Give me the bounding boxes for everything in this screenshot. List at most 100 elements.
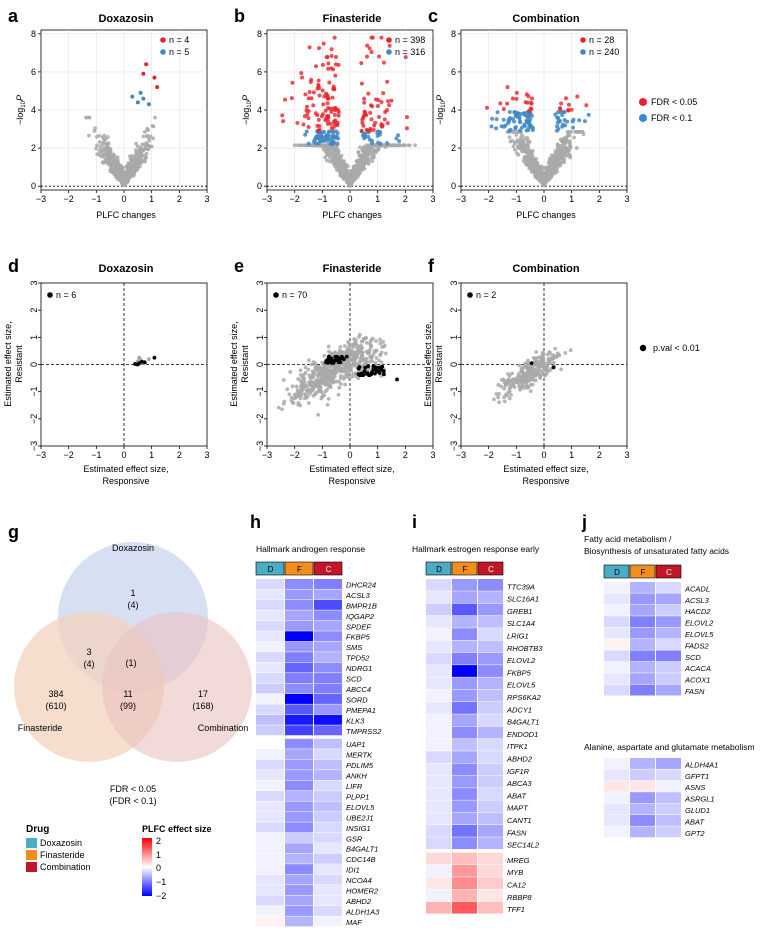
data-point-grey (115, 167, 120, 172)
data-point-grey (531, 355, 536, 360)
data-point-grey (510, 138, 515, 143)
legend-count: n = 28 (589, 35, 614, 45)
heatmap-cell (426, 652, 451, 665)
data-point-grey (534, 369, 539, 374)
heatmap-cell (256, 631, 284, 642)
data-point-grey (126, 173, 131, 178)
data-point-grey (101, 140, 106, 145)
data-point-red (327, 80, 332, 85)
data-point-red (305, 104, 310, 109)
gene-label: RBBP8 (507, 893, 532, 902)
data-point-blue (518, 119, 523, 124)
data-point-red (326, 96, 331, 101)
data-point-grey (141, 134, 146, 139)
y-tick-label: −2 (449, 414, 459, 424)
data-point-grey (137, 355, 142, 360)
legend-dot-blue (160, 49, 166, 55)
data-point-grey (310, 373, 315, 377)
heatmap-cell (452, 763, 477, 776)
data-point-blue (513, 126, 518, 131)
data-point-red (371, 127, 376, 132)
data-point-grey (128, 166, 133, 171)
heatmap-cell (604, 769, 629, 781)
gene-label: BMPR1B (346, 601, 377, 610)
legend-dot-black (467, 292, 473, 298)
data-point-grey (523, 136, 527, 141)
heatmap-cell (256, 874, 284, 885)
data-point-grey (574, 146, 579, 150)
data-point-grey (509, 392, 514, 397)
data-point-grey (530, 365, 534, 370)
heatmap-cell (314, 631, 342, 642)
data-point-grey (144, 134, 149, 139)
heatmap-cell (256, 770, 284, 781)
x-tick-label: −3 (456, 450, 466, 460)
data-point-grey (535, 160, 539, 165)
heatmap-cell (452, 579, 477, 591)
data-point-red (332, 112, 337, 117)
data-point-grey (371, 352, 376, 357)
data-point-red (367, 46, 372, 51)
gene-label: FKBP5 (346, 633, 371, 642)
y-tick-label: −2 (255, 414, 265, 424)
x-tick-label: −1 (317, 194, 327, 204)
data-point-grey (137, 148, 142, 153)
heatmap-cell (478, 615, 503, 628)
data-point-blue (394, 136, 399, 141)
data-point-red (329, 126, 334, 131)
gene-label: CANT1 (507, 816, 532, 825)
data-point-grey (326, 344, 331, 349)
data-point-grey (346, 363, 350, 368)
data-point-grey (125, 164, 129, 168)
data-point-grey (328, 375, 332, 380)
column-header-F (629, 564, 656, 579)
data-point-grey (536, 169, 541, 174)
gene-label: TTC39A (507, 582, 535, 591)
data-point-black (369, 372, 374, 376)
data-point-blue (375, 133, 380, 138)
data-point-black (374, 365, 379, 370)
data-point-red (325, 93, 330, 98)
panel-letter: f (428, 256, 435, 276)
y-tick-label: 2 (257, 143, 262, 153)
heatmap-cell (314, 811, 342, 822)
data-point-grey (296, 377, 301, 381)
heatmap-cell (314, 683, 342, 694)
data-point-grey (115, 157, 120, 161)
x-tick-label: 3 (430, 450, 435, 460)
data-point-grey (333, 350, 337, 355)
heatmap-cell (452, 677, 477, 690)
data-point-grey (342, 374, 347, 379)
data-point-grey (508, 385, 513, 390)
gene-label: IGF1R (507, 767, 530, 776)
panel-title: Finasteride (323, 13, 382, 25)
data-point-grey (144, 141, 149, 145)
data-point-grey (378, 341, 383, 346)
heatmap-cell (314, 652, 342, 663)
heatmap-cell (478, 852, 503, 865)
legend-item: Combination (40, 862, 91, 872)
data-point-blue (303, 132, 308, 137)
heatmap-cell (256, 738, 284, 749)
data-point-red (141, 71, 146, 76)
data-point-grey (338, 161, 343, 166)
data-point-red (362, 96, 367, 101)
gene-label: FADS2 (685, 641, 709, 650)
data-point-grey (563, 145, 567, 150)
data-point-red (382, 117, 387, 122)
column-header-F (284, 561, 314, 576)
data-point-grey (558, 153, 562, 158)
heatmap-cell (452, 726, 477, 739)
panel-title: Combination (512, 263, 579, 275)
heatmap-cell (285, 885, 313, 895)
data-point-grey (140, 142, 145, 147)
data-point-red (566, 107, 571, 112)
data-point-grey (310, 143, 315, 148)
data-point-blue (528, 123, 533, 128)
column-header-C (313, 561, 343, 576)
data-point-red (505, 85, 510, 90)
data-point-grey (542, 180, 547, 185)
heatmap-cell (604, 815, 629, 826)
data-point-blue (331, 133, 336, 138)
data-point-red (368, 110, 373, 115)
